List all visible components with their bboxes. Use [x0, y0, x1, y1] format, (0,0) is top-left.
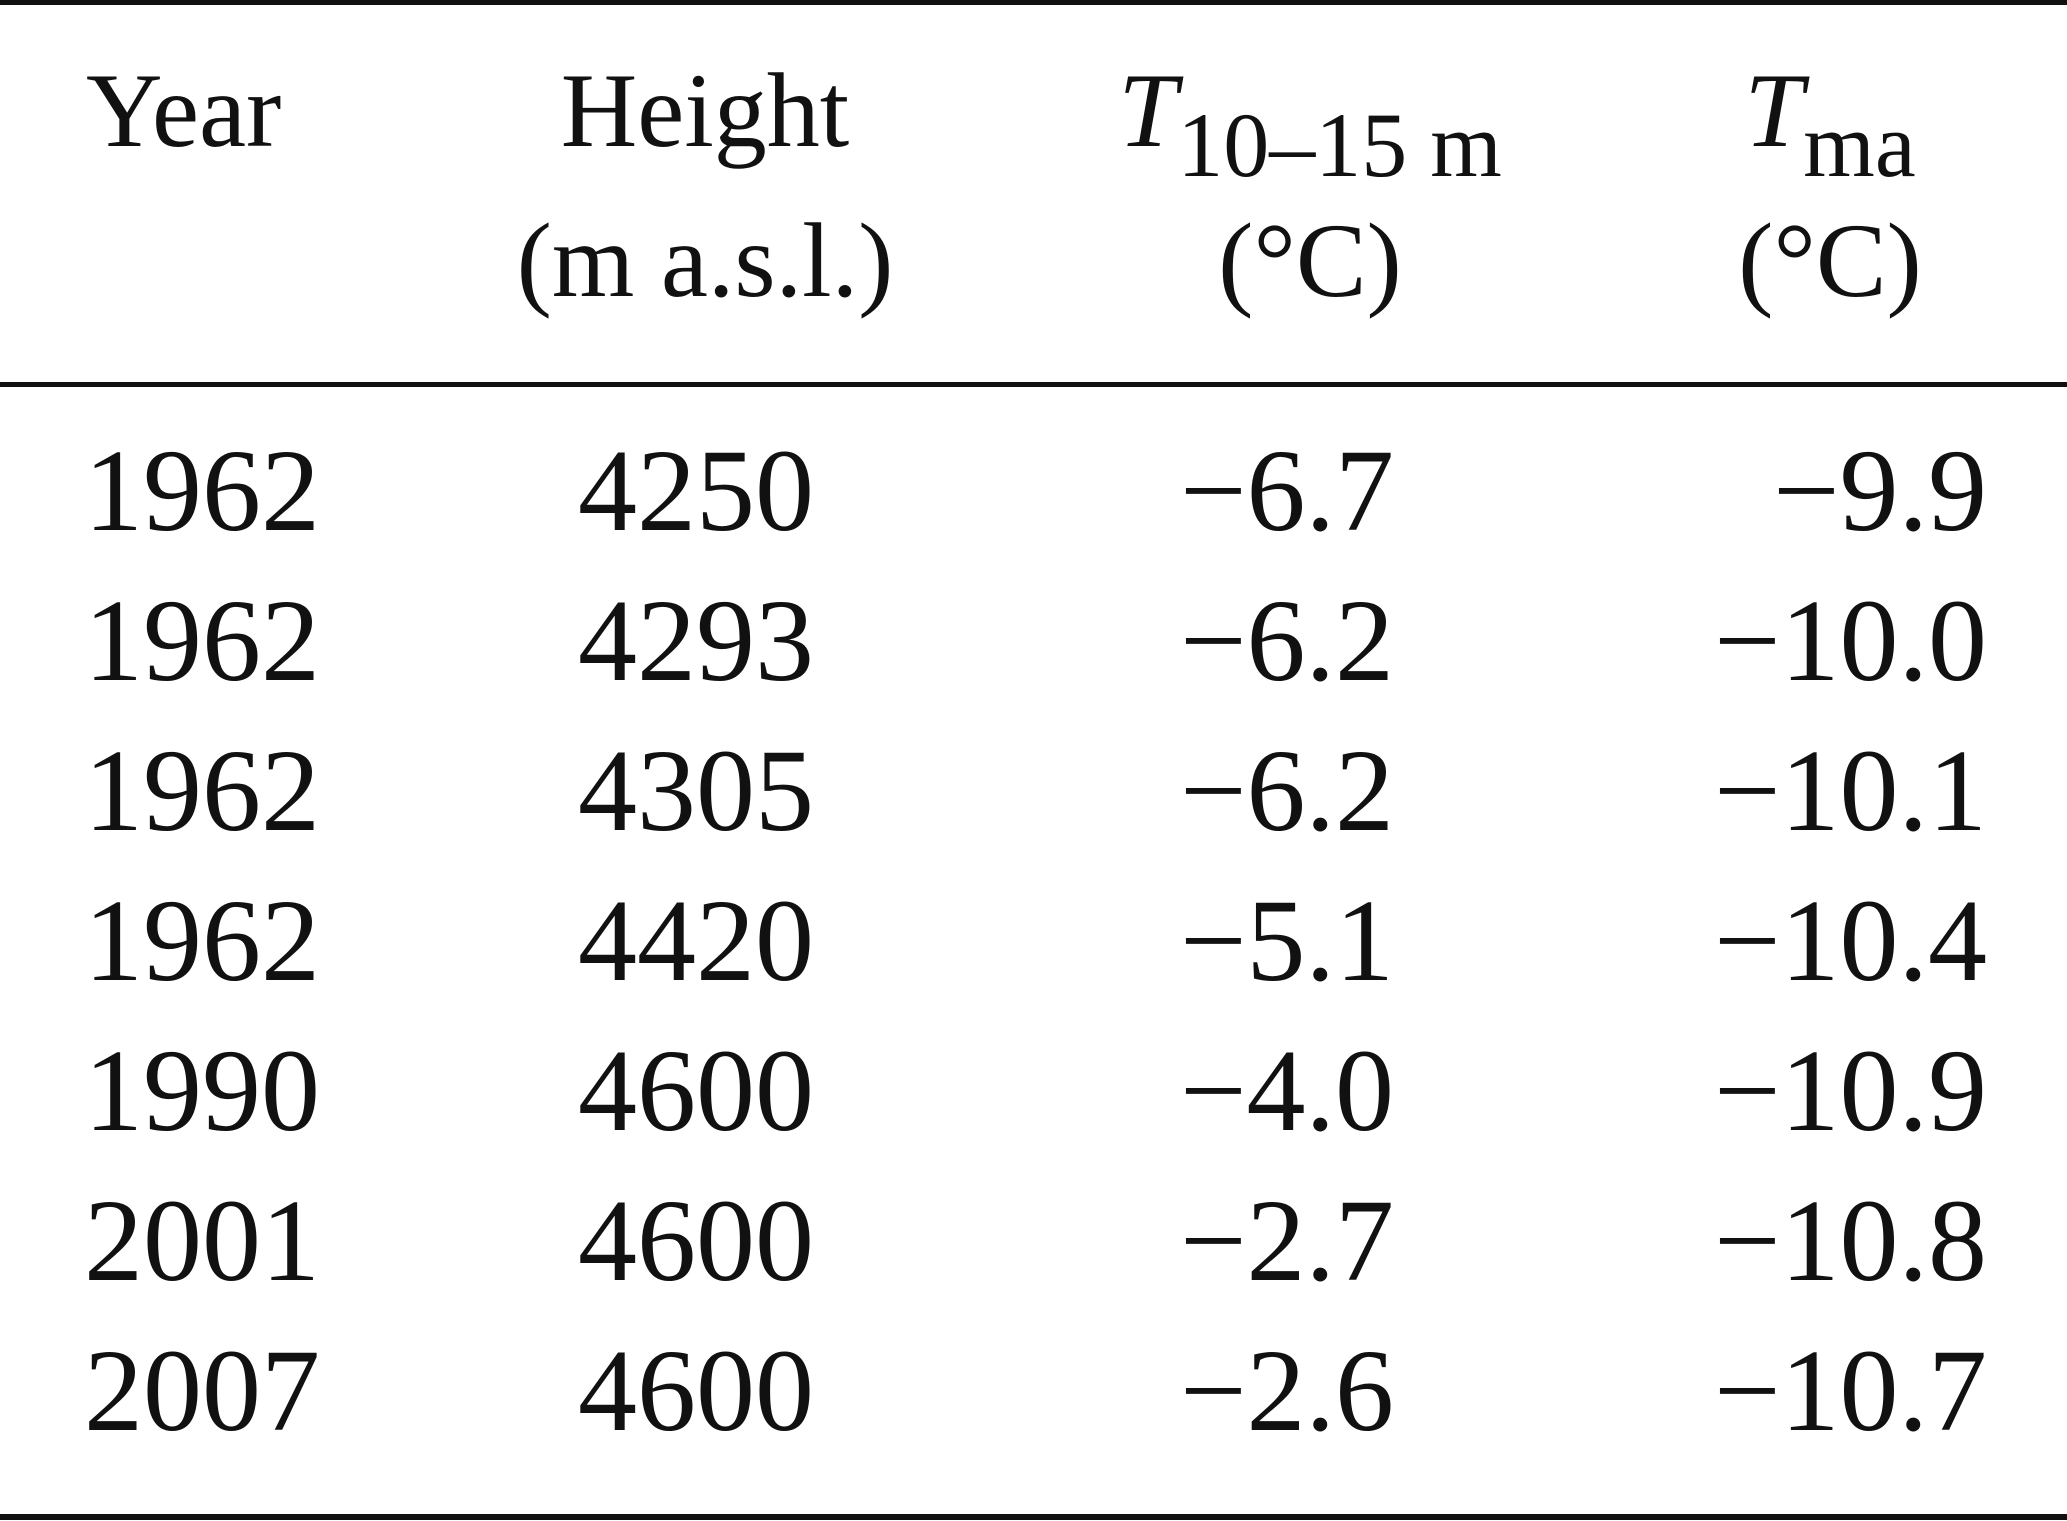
cell-t10: −2.6: [1180, 1325, 1395, 1456]
cell-tma: −10.4: [1713, 875, 1987, 1006]
cell-tma: −10.8: [1713, 1175, 1987, 1306]
cell-year: 1962: [84, 575, 320, 706]
cell-year: 2001: [84, 1175, 320, 1306]
header-height-label: Height: [560, 52, 850, 169]
table-row: 1990 4600 −4.0 −10.9: [0, 1032, 2067, 1182]
cell-year: 2007: [84, 1325, 320, 1456]
cell-tma: −10.7: [1713, 1325, 1987, 1456]
cell-height: 4250: [578, 425, 814, 556]
header-tma-symbol: T: [1744, 52, 1804, 169]
cell-tma: −10.1: [1713, 725, 1987, 856]
table-row: 2007 4600 −2.6 −10.7: [0, 1332, 2067, 1482]
cell-height: 4293: [578, 575, 814, 706]
cell-t10: −6.7: [1180, 425, 1395, 556]
header-t10-label: T10–15 m: [1040, 58, 1580, 192]
header-tma-unit: (°C): [1738, 202, 1922, 319]
cell-height: 4420: [578, 875, 814, 1006]
cell-height: 4600: [578, 1175, 814, 1306]
cell-tma: −10.9: [1713, 1025, 1987, 1156]
header-year-label: Year: [86, 52, 282, 169]
table-row: 1962 4305 −6.2 −10.1: [0, 732, 2067, 882]
cell-t10: −6.2: [1180, 575, 1395, 706]
cell-height: 4305: [578, 725, 814, 856]
cell-t10: −4.0: [1180, 1025, 1395, 1156]
cell-year: 1962: [84, 875, 320, 1006]
cell-year: 1990: [84, 1025, 320, 1156]
cell-year: 1962: [84, 425, 320, 556]
header-height-unit: (m a.s.l.): [516, 202, 894, 319]
cell-tma: −10.0: [1713, 575, 1987, 706]
table-row: 1962 4250 −6.7 −9.9: [0, 432, 2067, 582]
cell-t10: −2.7: [1180, 1175, 1395, 1306]
cell-t10: −6.2: [1180, 725, 1395, 856]
table-header-rule: [0, 382, 2067, 387]
header-tma-subscript: ma: [1803, 94, 1916, 196]
table-top-rule: [0, 0, 2067, 5]
table-row: 1962 4420 −5.1 −10.4: [0, 882, 2067, 1032]
cell-height: 4600: [578, 1325, 814, 1456]
header-t10-symbol: T: [1118, 52, 1178, 169]
table-row: 2001 4600 −2.7 −10.8: [0, 1182, 2067, 1332]
cell-height: 4600: [578, 1025, 814, 1156]
cell-tma: −9.9: [1772, 425, 1987, 556]
header-t10-unit: (°C): [1218, 202, 1402, 319]
cell-year: 1962: [84, 725, 320, 856]
table-bottom-rule: [0, 1514, 2067, 1520]
cell-t10: −5.1: [1180, 875, 1395, 1006]
table-row: 1962 4293 −6.2 −10.0: [0, 582, 2067, 732]
header-tma-label: Tma: [1620, 58, 2040, 192]
header-t10-subscript: 10–15 m: [1177, 94, 1502, 196]
